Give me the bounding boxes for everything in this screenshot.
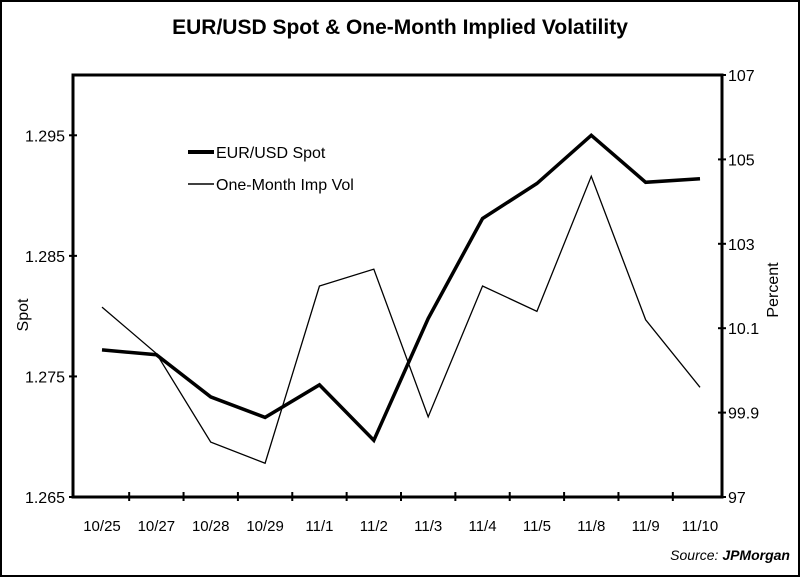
y-left-tick-label: 1.285 — [25, 249, 65, 266]
x-tick-label: 11/9 — [632, 518, 660, 535]
x-tick-label: 10/27 — [138, 518, 176, 535]
x-tick-label: 10/25 — [83, 518, 121, 535]
y-right-tick-label: 105 — [728, 152, 755, 169]
y-right-tick-label: 107 — [728, 68, 755, 85]
x-tick-label: 10/29 — [246, 518, 284, 535]
x-tick-label: 11/10 — [682, 518, 718, 535]
y-right-tick-label: 103 — [728, 237, 755, 254]
x-tick-label: 11/3 — [414, 518, 442, 535]
legend-label-spot: EUR/USD Spot — [216, 145, 326, 162]
y-right-tick-label: 99.9 — [728, 406, 759, 423]
y-left-tick-label: 1.295 — [25, 128, 65, 145]
x-tick-label: 11/2 — [360, 518, 388, 535]
y-axis-right-label: Percent — [765, 262, 782, 318]
y-axis-left-label: Spot — [15, 298, 32, 331]
chart-title: EUR/USD Spot & One-Month Implied Volatil… — [172, 16, 628, 39]
y-left-tick-label: 1.265 — [25, 490, 65, 507]
x-tick-label: 10/28 — [192, 518, 230, 535]
y-right-tick-label: 97 — [728, 490, 746, 507]
source-note: Source: JPMorgan — [670, 547, 790, 563]
legend-label-vol: One-Month Imp Vol — [216, 177, 354, 194]
x-tick-label: 11/4 — [468, 518, 496, 535]
source-prefix: Source: — [670, 547, 722, 563]
x-tick-label: 11/5 — [523, 518, 551, 535]
y-left-tick-label: 1.275 — [25, 369, 65, 386]
y-right-tick-label: 10.1 — [728, 321, 759, 338]
x-tick-label: 11/8 — [577, 518, 605, 535]
source-name: JPMorgan — [722, 547, 790, 563]
x-tick-label: 11/1 — [305, 518, 333, 535]
